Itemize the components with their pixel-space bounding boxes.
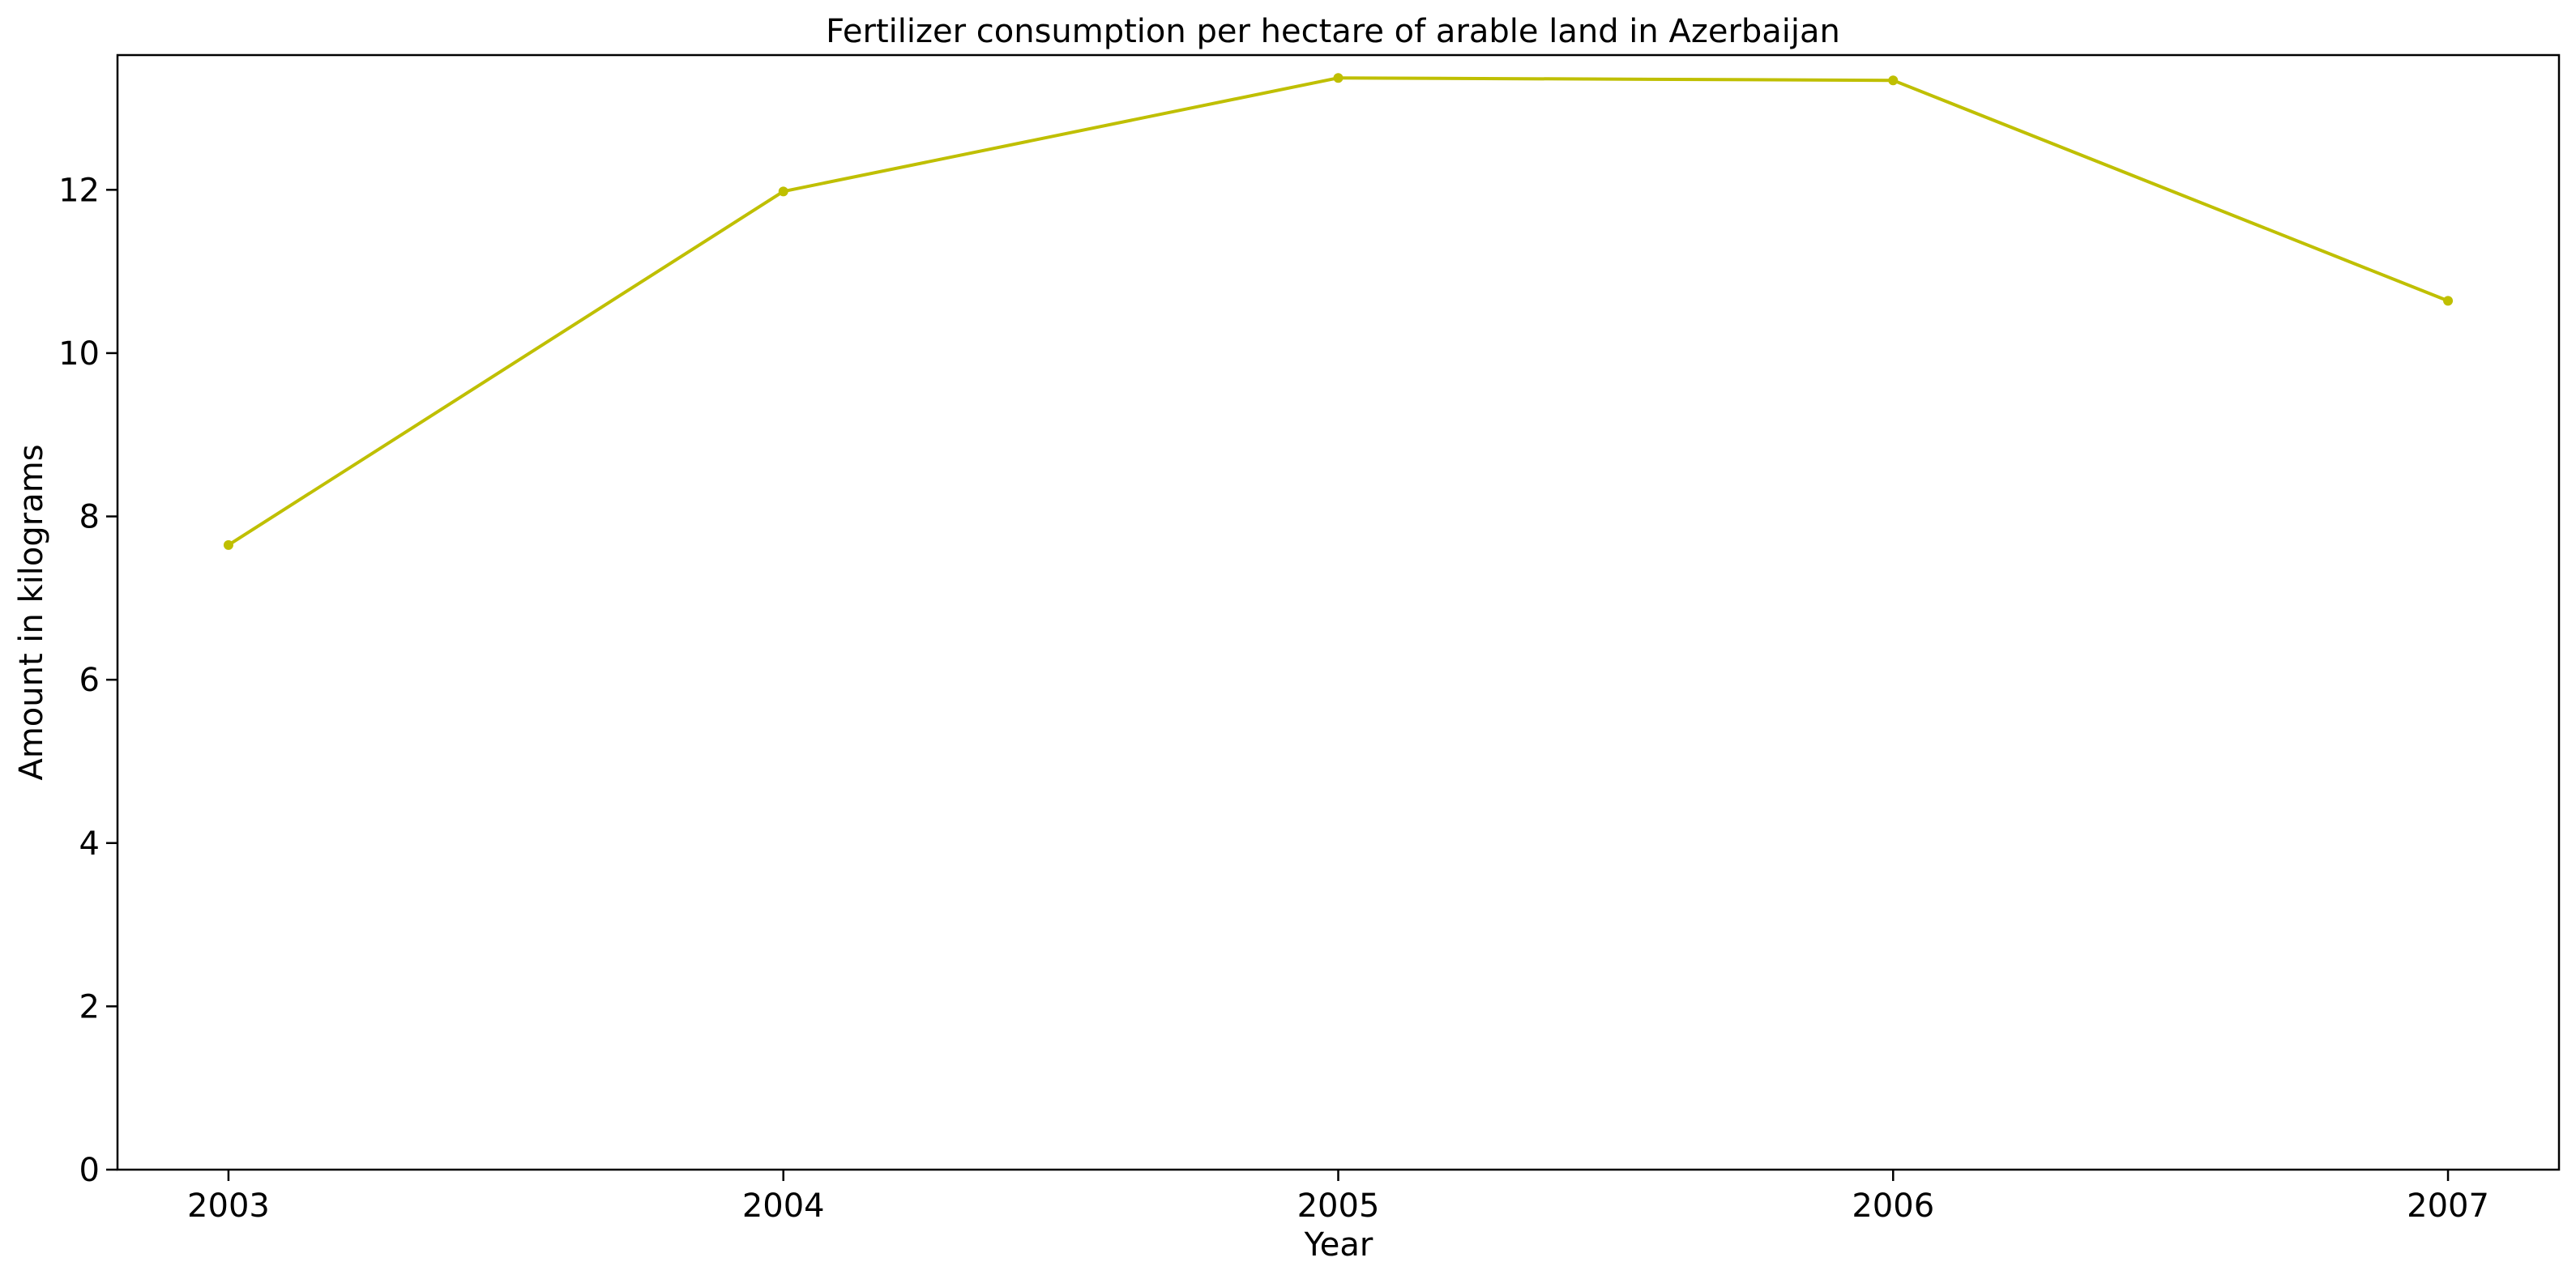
series-layer — [223, 73, 2454, 550]
y-tick-label: 8 — [79, 499, 100, 536]
data-point — [223, 539, 233, 550]
x-axis-label: Year — [1304, 1226, 1373, 1264]
x-tick-label: 2003 — [187, 1187, 270, 1225]
y-tick-label: 0 — [79, 1152, 100, 1189]
data-point — [778, 186, 788, 197]
y-tick-label: 2 — [79, 988, 100, 1025]
x-tick-label: 2006 — [1852, 1187, 1934, 1225]
chart-title: Fertilizer consumption per hectare of ar… — [826, 13, 1840, 50]
plot-frame — [116, 53, 2561, 1171]
x-ticks: 2003 2004 2005 2006 2007 — [187, 1170, 2489, 1225]
y-axis-label: Amount in kilograms — [13, 444, 50, 780]
x-tick-label: 2005 — [1297, 1187, 1380, 1225]
data-point — [1888, 75, 1899, 86]
series-line — [227, 76, 2449, 547]
y-tick-label: 4 — [79, 825, 100, 863]
x-tick-label: 2007 — [2407, 1187, 2489, 1225]
x-tick-label: 2004 — [742, 1187, 825, 1225]
y-ticks: 0 2 4 6 8 10 12 — [58, 172, 117, 1189]
y-tick-label: 12 — [58, 172, 100, 209]
data-point — [2443, 296, 2454, 306]
y-tick-label: 10 — [58, 335, 100, 373]
data-point — [1333, 73, 1344, 83]
y-tick-label: 6 — [79, 662, 100, 699]
